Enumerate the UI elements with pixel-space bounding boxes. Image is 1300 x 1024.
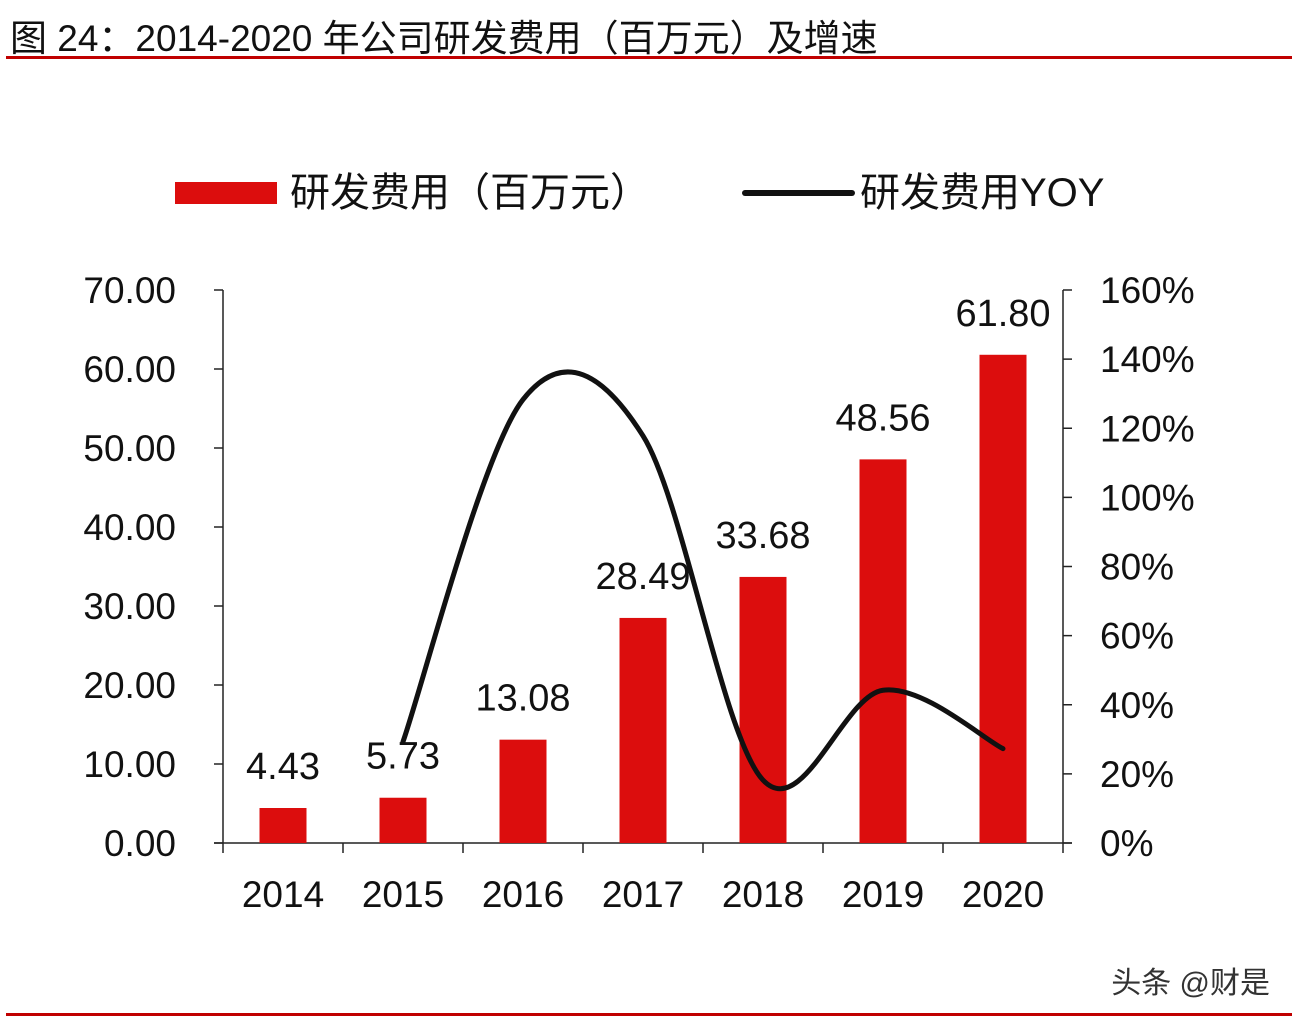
figure-title: 图 24：2014-2020 年公司研发费用（百万元）及增速 [10,18,878,59]
y-right-tick-label: 40% [1100,685,1174,726]
title-divider [6,56,1292,59]
yoy-line [400,369,1006,792]
x-tick-label: 2016 [482,874,564,915]
bar [979,354,1027,843]
y-left-tick-label: 40.00 [83,507,176,548]
bar [859,459,907,843]
y-left-tick-label: 30.00 [83,586,176,627]
legend-swatch-bar [175,182,277,204]
x-tick-label: 2017 [602,874,684,915]
y-right-tick-label: 0% [1100,823,1153,864]
bar [739,576,787,843]
y-right-tick-label: 140% [1100,339,1195,380]
y-left-tick-label: 20.00 [83,665,176,706]
y-left-tick-label: 10.00 [83,744,176,785]
bar-data-label: 61.80 [955,293,1050,335]
bar-data-label: 33.68 [715,515,810,557]
y-left-tick-label: 50.00 [83,428,176,469]
y-right-tick-label: 20% [1100,754,1174,795]
x-tick-label: 2020 [962,874,1044,915]
y-right-tick-label: 60% [1100,616,1174,657]
x-tick-label: 2015 [362,874,444,915]
y-left-tick-label: 70.00 [83,270,176,311]
bar [379,797,427,843]
bar-data-label: 13.08 [475,678,570,720]
watermark: 头条 @财是 [1111,967,1270,1000]
legend-label-line: 研发费用YOY [860,171,1104,215]
bottom-divider [6,1013,1292,1016]
bar [499,739,547,843]
bar [619,617,667,843]
bar [259,808,307,843]
y-right-tick-label: 120% [1100,408,1195,449]
x-tick-label: 2019 [842,874,924,915]
y-left-tick-label: 0.00 [104,823,176,864]
x-tick-label: 2018 [722,874,804,915]
x-tick-label: 2014 [242,874,324,915]
bar-data-label: 4.43 [246,746,320,788]
y-left-tick-label: 60.00 [83,349,176,390]
y-right-tick-label: 160% [1100,270,1195,311]
y-right-tick-label: 80% [1100,547,1174,588]
y-right-tick-label: 100% [1100,477,1195,518]
legend-label-bar: 研发费用（百万元） [290,171,650,215]
bar-data-label: 28.49 [595,556,690,598]
bar-data-label: 48.56 [835,397,930,439]
